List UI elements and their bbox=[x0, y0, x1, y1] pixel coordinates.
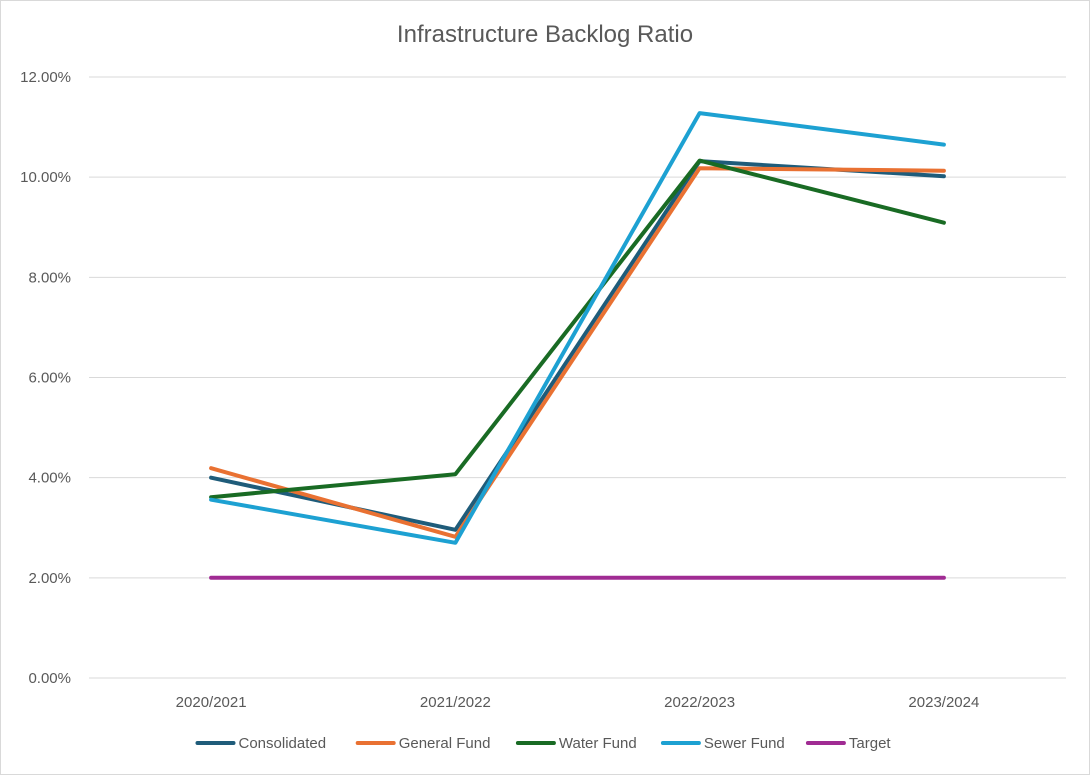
series-line-sewer-fund bbox=[209, 111, 946, 545]
legend-label-sewer-fund: Sewer Fund bbox=[704, 735, 785, 752]
x-tick-label: 2021/2022 bbox=[420, 694, 491, 711]
series-line-general-fund bbox=[209, 166, 946, 539]
y-tick-label: 10.00% bbox=[20, 169, 71, 186]
chart-title: Infrastructure Backlog Ratio bbox=[397, 21, 693, 48]
legend-label-general-fund: General Fund bbox=[399, 735, 491, 752]
x-tick-label: 2023/2024 bbox=[908, 694, 979, 711]
series-lines bbox=[209, 111, 946, 580]
y-tick-label: 8.00% bbox=[28, 269, 71, 286]
x-axis-ticks: 2020/2021 2021/2022 2022/2023 2023/2024 bbox=[176, 694, 980, 711]
y-tick-label: 4.00% bbox=[28, 470, 71, 487]
y-tick-label: 0.00% bbox=[28, 670, 71, 687]
legend-label-target: Target bbox=[849, 735, 892, 752]
y-tick-label: 6.00% bbox=[28, 370, 71, 387]
y-axis-ticks: 0.00% 2.00% 4.00% 6.00% 8.00% 10.00% 12.00% bbox=[20, 69, 71, 687]
y-tick-label: 12.00% bbox=[20, 69, 71, 86]
x-tick-label: 2020/2021 bbox=[176, 694, 247, 711]
legend-label-consolidated: Consolidated bbox=[239, 735, 327, 752]
series-line-water-fund bbox=[209, 158, 946, 500]
x-tick-label: 2022/2023 bbox=[664, 694, 735, 711]
gridlines bbox=[89, 76, 1066, 679]
series-line-consolidated bbox=[209, 159, 946, 532]
legend-label-water-fund: Water Fund bbox=[559, 735, 637, 752]
y-tick-label: 2.00% bbox=[28, 570, 71, 587]
legend: Consolidated General Fund Water Fund Sewer … bbox=[195, 735, 892, 752]
